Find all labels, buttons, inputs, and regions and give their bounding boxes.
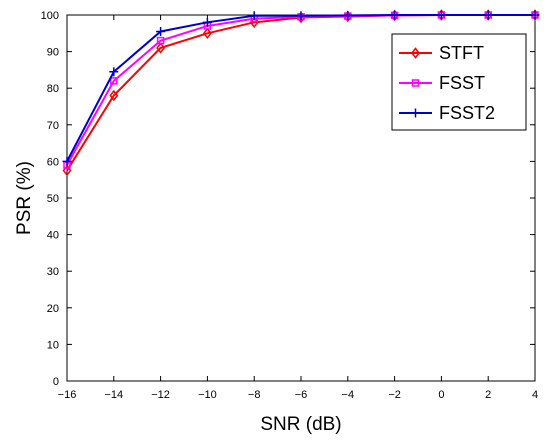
y-tick-label: 20 xyxy=(47,303,59,315)
y-axis-ticks: 0 10 20 30 40 50 60 70 80 90 100 xyxy=(41,10,535,388)
y-tick-label: 60 xyxy=(47,156,59,168)
data-point-fsst2 xyxy=(62,156,72,166)
x-tick-label: −12 xyxy=(151,389,170,401)
data-point-fsst2 xyxy=(202,17,212,27)
data-point-fsst2 xyxy=(343,10,353,20)
x-tick-label: −16 xyxy=(58,389,77,401)
legend-label: STFT xyxy=(439,43,484,63)
x-tick-label: −4 xyxy=(342,389,355,401)
data-point-fsst xyxy=(110,77,118,85)
x-tick-label: 4 xyxy=(532,389,538,401)
legend: STFT FSST FSST2 xyxy=(391,33,527,131)
y-tick-label: 30 xyxy=(47,266,59,278)
data-point-fsst2 xyxy=(296,11,306,21)
y-tick-label: 10 xyxy=(47,339,59,351)
legend-label: FSST2 xyxy=(439,103,495,123)
legend-item-fsst2: FSST2 xyxy=(399,103,495,123)
legend-item-stft: STFT xyxy=(399,43,484,63)
data-point-fsst2 xyxy=(483,10,493,20)
y-tick-label: 100 xyxy=(41,10,59,22)
data-point-stft xyxy=(156,42,166,54)
x-tick-label: −8 xyxy=(248,389,261,401)
x-axis-ticks: −16 −14 −12 −10 −8 −6 −4 −2 0 2 4 xyxy=(58,15,538,401)
y-tick-label: 40 xyxy=(47,230,59,242)
data-point-fsst2 xyxy=(109,67,119,77)
legend-marker xyxy=(411,108,420,118)
y-tick-label: 50 xyxy=(47,193,59,205)
legend-item-fsst: FSST xyxy=(399,73,485,93)
x-tick-label: −14 xyxy=(104,389,123,401)
y-tick-label: 80 xyxy=(47,83,59,95)
series-layer xyxy=(62,9,540,177)
legend-label: FSST xyxy=(439,73,485,93)
x-axis-label: SNR (dB) xyxy=(260,414,341,435)
data-point-fsst xyxy=(156,36,165,45)
y-axis-label: PSR (%) xyxy=(14,161,35,235)
y-tick-label: 90 xyxy=(47,47,59,59)
x-tick-label: 0 xyxy=(438,389,444,401)
data-point-stft xyxy=(202,27,212,40)
x-tick-label: 2 xyxy=(485,389,491,401)
data-point-fsst2 xyxy=(436,10,446,20)
data-point-stft xyxy=(62,164,72,177)
y-tick-label: 0 xyxy=(53,376,59,388)
x-tick-label: −2 xyxy=(388,389,401,401)
data-point-fsst2 xyxy=(156,26,166,36)
data-point-fsst2 xyxy=(530,10,540,20)
series-fsst2 xyxy=(62,10,540,166)
data-point-stft xyxy=(109,89,119,102)
y-tick-label: 70 xyxy=(47,120,59,132)
legend-marker xyxy=(411,47,420,59)
x-tick-label: −10 xyxy=(198,389,217,401)
legend-marker xyxy=(411,79,420,87)
data-point-fsst2 xyxy=(390,10,400,20)
x-tick-label: −6 xyxy=(295,389,308,401)
data-point-fsst2 xyxy=(249,11,259,21)
